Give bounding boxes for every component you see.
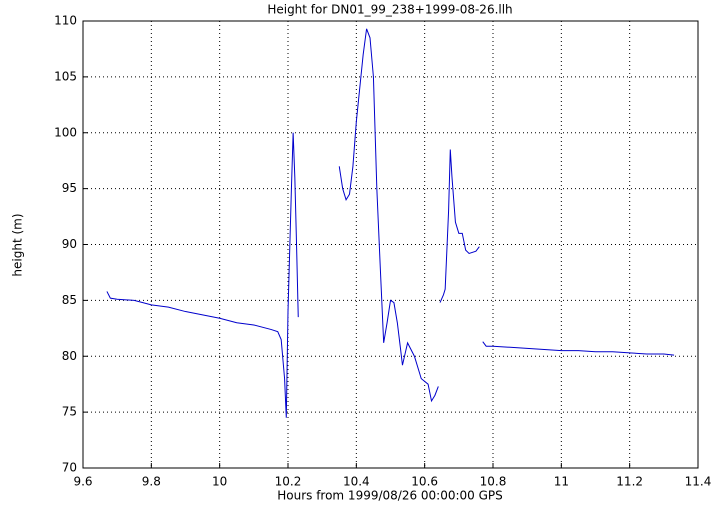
y-tick-label: 75 [62, 405, 77, 419]
y-tick-label: 80 [62, 349, 77, 363]
x-tick-label: 10.6 [411, 475, 438, 489]
x-tick-label: 11.4 [685, 475, 712, 489]
x-tick-label: 11.2 [616, 475, 643, 489]
x-axis-label: Hours from 1999/08/26 00:00:00 GPS [277, 489, 503, 503]
y-tick-label: 95 [62, 181, 77, 195]
x-tick-label: 9.8 [142, 475, 161, 489]
x-tick-label: 10.4 [343, 475, 370, 489]
chart-title: Height for DN01_99_238+1999-08-26.llh [267, 3, 512, 17]
y-tick-label: 85 [62, 293, 77, 307]
x-tick-label: 10 [212, 475, 227, 489]
x-tick-label: 10.2 [275, 475, 302, 489]
plot-frame [82, 20, 699, 469]
y-axis-label: height (m) [11, 213, 25, 276]
x-tick-label: 9.6 [73, 475, 92, 489]
data-line [106, 28, 675, 418]
y-tick-label: 110 [54, 14, 77, 28]
y-tick-label: 105 [54, 69, 77, 83]
y-tick-label: 70 [62, 461, 77, 475]
y-tick-label: 100 [54, 125, 77, 139]
y-tick-label: 90 [62, 237, 77, 251]
x-tick-label: 10.8 [480, 475, 507, 489]
x-tick-label: 11 [554, 475, 569, 489]
